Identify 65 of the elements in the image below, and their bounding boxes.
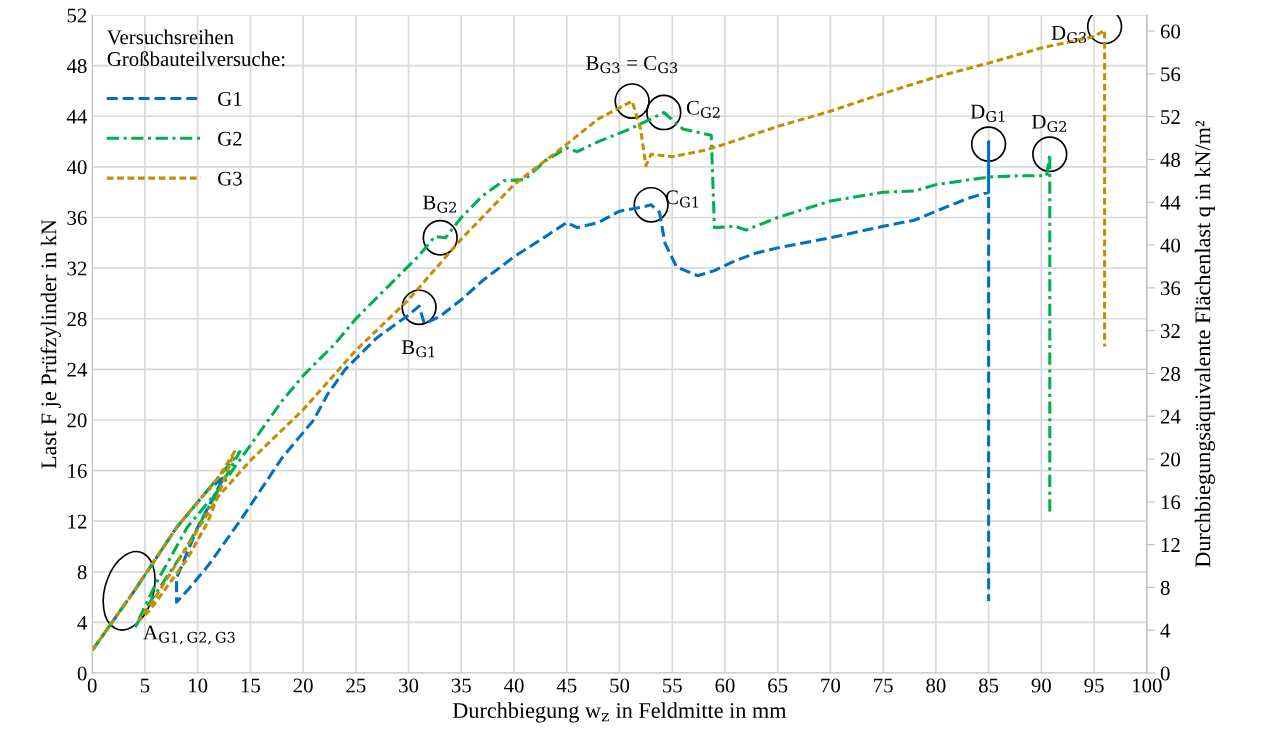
y2-axis-title: Durchbiegungsäquivalente Flächenlast q in kN/m²	[1194, 120, 1215, 568]
y-tick-label: 16	[68, 464, 87, 479]
x-tick-label: 40	[504, 678, 524, 693]
y2-tick-label: 36	[1160, 281, 1181, 296]
y2-tick-label: 4	[1160, 623, 1171, 638]
legend-label: G1	[218, 91, 242, 106]
legend-label: G3	[218, 171, 242, 186]
x-axis-title: Durchbiegung w$_{z}$ in Feldmitte in mm	[452, 702, 787, 723]
x-tick-label: 85	[978, 678, 999, 693]
x-tick-label: 100	[1133, 678, 1162, 693]
y2-tick-label: 20	[1160, 452, 1181, 467]
x-tick-label: 25	[346, 678, 366, 693]
y-tick-label: 8	[77, 565, 87, 580]
x-tick-label: 90	[1031, 678, 1051, 693]
annotation: B$_{G2}$	[423, 195, 456, 213]
y-tick-label: 20	[67, 413, 87, 428]
y-tick-label: 44	[66, 109, 88, 124]
y-tick-label: 12	[68, 514, 87, 529]
y-tick-label: 40	[66, 160, 87, 175]
y-axis-title: Last F je Prüfzylinder in kN	[40, 219, 61, 469]
y2-tick-label: 32	[1160, 324, 1180, 339]
x-tick-label: 45	[556, 678, 577, 693]
x-tick-label: 15	[241, 678, 260, 693]
annotation: C$_{G2}$	[686, 100, 720, 118]
y-tick-label: 48	[66, 59, 87, 74]
x-tick-label: 5	[140, 678, 150, 693]
x-tick-label: 55	[663, 678, 682, 693]
annotation: A$_{G1,G2,G3}$	[143, 625, 235, 645]
y2-tick-label: 56	[1161, 67, 1181, 82]
y2-tick-label: 48	[1160, 152, 1181, 167]
y-tick-label: 24	[67, 362, 88, 377]
y-tick-label: 28	[67, 312, 87, 327]
annotation: B$_{G1}$	[401, 340, 435, 358]
x-tick-label: 80	[926, 678, 946, 693]
y2-tick-label: 28	[1160, 366, 1181, 381]
y2-tick-label: 12	[1161, 538, 1180, 552]
y2-tick-label: 40	[1160, 238, 1181, 253]
x-tick-label: 75	[874, 678, 893, 693]
y-tick-label: 4	[77, 615, 88, 630]
y2-tick-label: 24	[1160, 409, 1181, 424]
y2-tick-label: 52	[1161, 110, 1180, 125]
legend-label: G2	[218, 131, 242, 146]
annotation: D$_{G1}$	[970, 104, 1005, 122]
x-tick-label: 65	[768, 678, 788, 693]
annotation: D$_{G3}$	[1051, 26, 1087, 44]
x-tick-label: 95	[1084, 678, 1104, 693]
y-tick-label: 32	[67, 261, 87, 276]
x-tick-label: 50	[610, 678, 630, 693]
y-tick-label: 0	[77, 666, 87, 681]
annotation: B$_{G3}$ = C$_{G3}$	[586, 56, 678, 74]
x-tick-label: 60	[715, 678, 735, 693]
y2-tick-label: 16	[1161, 495, 1181, 510]
x-tick-label: 20	[293, 678, 313, 693]
x-tick-label: 35	[451, 678, 471, 693]
y2-tick-label: 0	[1160, 666, 1170, 681]
x-tick-label: 70	[821, 678, 841, 693]
x-tick-label: 30	[399, 678, 419, 693]
y2-tick-label: 44	[1160, 195, 1181, 210]
x-tick-label: 10	[189, 678, 208, 693]
y-tick-label: 52	[67, 8, 87, 23]
y-tick-label: 36	[67, 210, 87, 225]
legend-title: Versuchsreihen Großbauteilversuche:	[107, 29, 285, 67]
annotation: D$_{G2}$	[1031, 114, 1067, 133]
y2-tick-label: 8	[1160, 580, 1170, 595]
y2-tick-label: 60	[1160, 24, 1181, 39]
